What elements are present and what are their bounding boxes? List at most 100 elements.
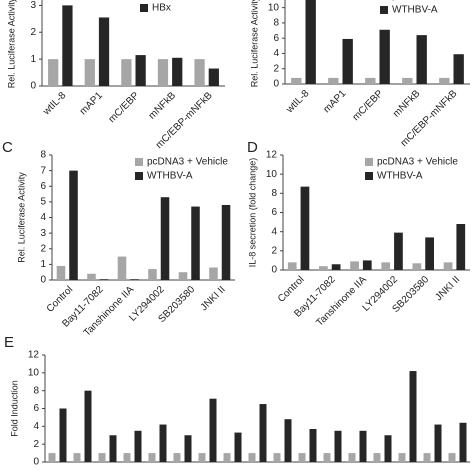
y-tick-label: 8: [271, 188, 277, 199]
bar: [300, 186, 310, 270]
bar: [234, 432, 242, 462]
bar: [334, 430, 342, 462]
x-tick-label: JNKI II: [199, 284, 228, 313]
bar: [459, 422, 467, 462]
y-tick-label: 1: [30, 54, 36, 65]
bar: [284, 419, 292, 462]
bar: [59, 408, 67, 462]
bar: [48, 453, 56, 462]
x-tick-label: mAP1: [78, 90, 105, 117]
bar: [172, 57, 183, 86]
x-tick-label: wtIL-8: [41, 90, 69, 118]
bar: [157, 59, 169, 86]
y-axis-label: Rel. Luciferase Activity: [6, 0, 16, 88]
y-tick-label: 5: [40, 197, 46, 208]
bar: [173, 453, 181, 462]
bar: [291, 77, 302, 84]
bar: [342, 38, 353, 84]
bar: [184, 435, 192, 462]
y-axis-label: Fold Induction: [9, 380, 19, 437]
y-tick-label: 2: [30, 27, 36, 38]
bar: [48, 59, 59, 86]
legend-label: WTHBV-A: [392, 5, 438, 16]
x-tick-label: JNKI II: [433, 274, 462, 303]
panel-label: D: [247, 139, 258, 156]
bar: [109, 435, 117, 462]
bar: [273, 453, 281, 462]
y-tick-label: 4: [271, 226, 277, 237]
bar: [69, 170, 78, 280]
bar: [56, 265, 66, 280]
bar: [439, 77, 450, 84]
y-tick-label: 4: [273, 48, 279, 59]
bar: [117, 256, 127, 280]
bar: [135, 55, 146, 86]
legend-swatch: [140, 4, 148, 12]
y-tick-label: 0: [40, 275, 46, 286]
panel-label: C: [2, 139, 13, 156]
x-tick-label: mAP1: [321, 88, 348, 115]
bar: [62, 5, 73, 86]
bar: [348, 453, 356, 462]
y-tick-label: 4: [40, 212, 46, 223]
bar: [194, 59, 205, 86]
y-axis-label: Rel. Luciferase Activity: [249, 0, 259, 87]
bar: [379, 29, 390, 84]
y-tick-label: 6: [33, 403, 39, 414]
y-tick-label: 12: [266, 150, 278, 161]
bar: [130, 279, 139, 280]
bar: [402, 77, 413, 84]
y-tick-label: 8: [273, 18, 279, 29]
y-tick-label: 6: [271, 207, 277, 218]
bar: [298, 453, 306, 462]
bar: [98, 17, 110, 86]
bar: [381, 262, 391, 270]
bar: [448, 453, 456, 462]
bar: [350, 261, 359, 270]
y-tick-label: 0: [33, 457, 39, 468]
bar: [384, 435, 392, 462]
y-tick-label: 12: [28, 350, 40, 361]
x-tick-label: mC/EBP: [107, 90, 142, 125]
bar: [416, 35, 427, 84]
y-tick-label: 2: [33, 439, 39, 450]
legend-swatch: [365, 172, 373, 180]
legend-swatch: [135, 172, 143, 180]
bar: [87, 273, 96, 280]
bar: [208, 68, 219, 86]
x-tick-label: wtIL-8: [284, 88, 312, 116]
bar: [178, 272, 188, 280]
y-tick-label: 0: [273, 79, 279, 90]
bar: [209, 267, 218, 280]
legend-label: pcDNA3 + Vehicle: [377, 157, 458, 168]
bar: [398, 453, 406, 462]
bar: [434, 424, 442, 462]
bar: [362, 260, 372, 270]
legend-label: WTHBV-A: [147, 171, 193, 182]
bar: [365, 77, 376, 84]
x-tick-label: mC/EBP: [351, 88, 386, 123]
y-tick-label: 3: [30, 0, 36, 11]
legend-label: WTHBV-A: [377, 171, 423, 182]
y-tick-label: 6: [40, 181, 46, 192]
bar: [84, 59, 95, 86]
bar: [453, 54, 464, 84]
bar: [331, 264, 341, 270]
y-tick-label: 0: [30, 81, 36, 92]
bar: [121, 59, 132, 86]
bar: [373, 453, 381, 462]
legend-label: pcDNA3: [392, 0, 430, 2]
legend-swatch: [135, 158, 143, 166]
y-tick-label: 4: [33, 421, 39, 432]
bar: [287, 262, 297, 270]
x-tick-label: mNFkB: [391, 88, 423, 120]
y-tick-label: 10: [266, 169, 278, 180]
y-tick-label: 3: [40, 228, 46, 239]
bar: [99, 279, 109, 280]
bar: [123, 453, 131, 462]
y-tick-label: 8: [40, 150, 46, 161]
bar: [323, 453, 331, 462]
y-tick-label: 10: [28, 367, 40, 378]
y-axis-label: IL-8 secretion (fold change): [247, 158, 257, 268]
